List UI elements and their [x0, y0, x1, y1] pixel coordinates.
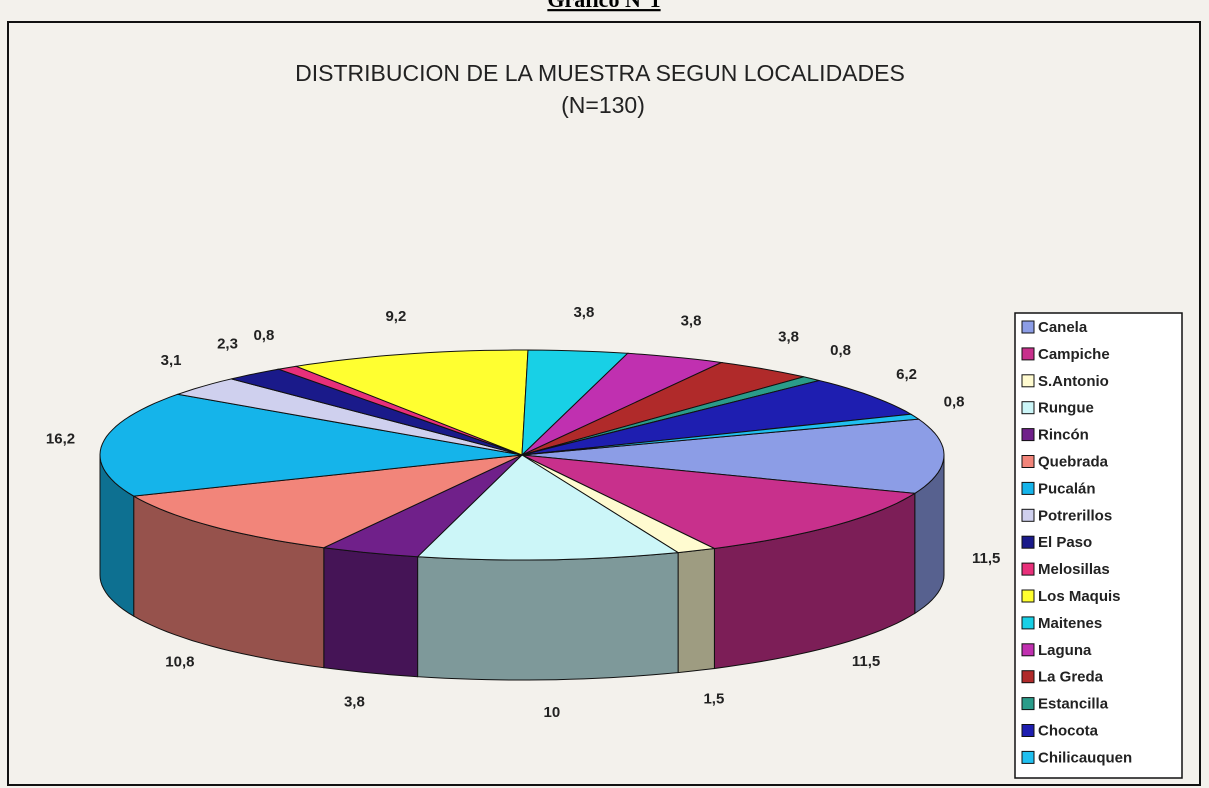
chart-border [7, 21, 1201, 786]
legend-label: Maitenes [1038, 615, 1102, 632]
legend-swatch [1021, 562, 1035, 576]
legend-swatch [1021, 643, 1035, 657]
legend-swatch [1021, 401, 1035, 415]
legend-swatch [1021, 428, 1035, 442]
slice-side [323, 547, 419, 678]
legend-label: Potrerillos [1038, 507, 1112, 524]
data-label: 0,8 [944, 394, 965, 411]
chart-title: DISTRIBUCION DE LA MUESTRA SEGUN LOCALID… [295, 60, 905, 86]
legend-label: Laguna [1038, 642, 1092, 659]
legend-label: El Paso [1038, 534, 1092, 551]
legend-swatch [1021, 697, 1035, 711]
legend-swatch [1021, 750, 1035, 764]
legend-label: Rungue [1038, 400, 1094, 417]
legend-swatch [1021, 616, 1035, 630]
legend-swatch [1021, 589, 1035, 603]
slice [521, 352, 724, 456]
legend-box [1014, 312, 1183, 779]
data-label: 11,5 [972, 550, 1000, 567]
data-label: 3,8 [778, 329, 799, 346]
data-label: 10 [544, 704, 561, 721]
legend-swatch [1021, 670, 1035, 684]
slice [521, 454, 917, 550]
legend-label: Melosillas [1038, 561, 1110, 578]
data-label: 3,8 [573, 304, 594, 321]
slice [521, 379, 913, 456]
slice [177, 378, 523, 456]
slice [521, 349, 629, 457]
data-label: 6,2 [896, 366, 917, 383]
data-label: 1,5 [703, 690, 724, 707]
data-label: 9,2 [385, 308, 406, 325]
data-label: 0,8 [830, 342, 851, 359]
chart-subtitle: (N=130) [561, 92, 645, 118]
data-label: 3,8 [681, 313, 702, 330]
data-label: 0,8 [253, 327, 274, 344]
legend-label: Chocota [1038, 722, 1099, 739]
slice [521, 418, 945, 494]
legend-label: Pucalán [1038, 480, 1096, 497]
legend-swatch [1021, 347, 1035, 361]
slice [416, 454, 680, 561]
data-label: 11,5 [852, 653, 880, 670]
legend-label: Campiche [1038, 346, 1110, 363]
legend-label: Chilicauquen [1038, 749, 1132, 766]
slice [99, 393, 523, 497]
slice [132, 454, 523, 549]
legend-label: Estancilla [1038, 696, 1109, 713]
legend-swatch [1021, 724, 1035, 737]
data-label: 10,8 [165, 654, 194, 671]
slice [322, 454, 523, 558]
legend-label: S.Antonio [1038, 373, 1109, 390]
slice [231, 368, 523, 456]
legend-label: Los Maquis [1038, 588, 1121, 605]
slice [294, 349, 529, 456]
legend-label: Canela [1038, 319, 1088, 336]
legend-swatch [1021, 320, 1035, 334]
data-label: 2,3 [217, 335, 238, 352]
legend-swatch [1021, 508, 1035, 522]
legend-swatch [1021, 535, 1035, 549]
data-label: 3,1 [161, 352, 182, 369]
data-label: 16,2 [46, 431, 75, 448]
legend-label: Quebrada [1038, 453, 1109, 470]
slice [521, 413, 921, 456]
slice-side [417, 552, 679, 681]
caption: Gráfico N°1 [547, 0, 660, 12]
legend-swatch [1021, 455, 1035, 468]
legend-swatch [1021, 374, 1035, 388]
legend-swatch [1021, 481, 1035, 495]
slice [521, 361, 804, 456]
legend-label: Rincón [1038, 427, 1089, 444]
slice-side [677, 547, 715, 674]
legend-label: La Greda [1038, 669, 1104, 686]
data-label: 3,8 [344, 694, 365, 711]
